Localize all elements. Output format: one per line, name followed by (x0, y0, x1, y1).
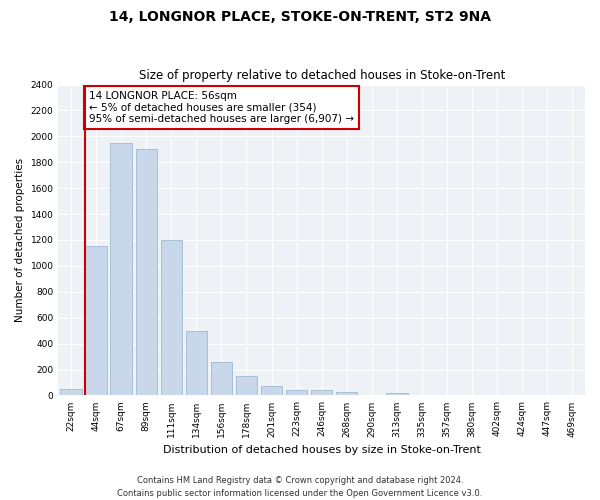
Bar (361, 395, 383, 396)
Bar (110, 143, 132, 396)
Bar (311, 390, 332, 396)
Text: 14 LONGNOR PLACE: 56sqm
← 5% of detached houses are smaller (354)
95% of semi-de: 14 LONGNOR PLACE: 56sqm ← 5% of detached… (89, 91, 354, 124)
Bar (60, 389, 82, 396)
Text: 14, LONGNOR PLACE, STOKE-ON-TRENT, ST2 9NA: 14, LONGNOR PLACE, STOKE-ON-TRENT, ST2 9… (109, 10, 491, 24)
Bar (286, 390, 307, 396)
Bar (85, 246, 107, 396)
Bar (336, 392, 358, 396)
Text: Contains HM Land Registry data © Crown copyright and database right 2024.
Contai: Contains HM Land Registry data © Crown c… (118, 476, 482, 498)
Bar (136, 150, 157, 396)
Bar (185, 330, 207, 396)
Bar (161, 240, 182, 396)
Bar (386, 394, 407, 396)
Bar (236, 376, 257, 396)
Title: Size of property relative to detached houses in Stoke-on-Trent: Size of property relative to detached ho… (139, 69, 505, 82)
Bar (261, 386, 282, 396)
Bar (412, 395, 433, 396)
Y-axis label: Number of detached properties: Number of detached properties (15, 158, 25, 322)
X-axis label: Distribution of detached houses by size in Stoke-on-Trent: Distribution of detached houses by size … (163, 445, 481, 455)
Bar (211, 362, 232, 396)
Bar (436, 395, 458, 396)
